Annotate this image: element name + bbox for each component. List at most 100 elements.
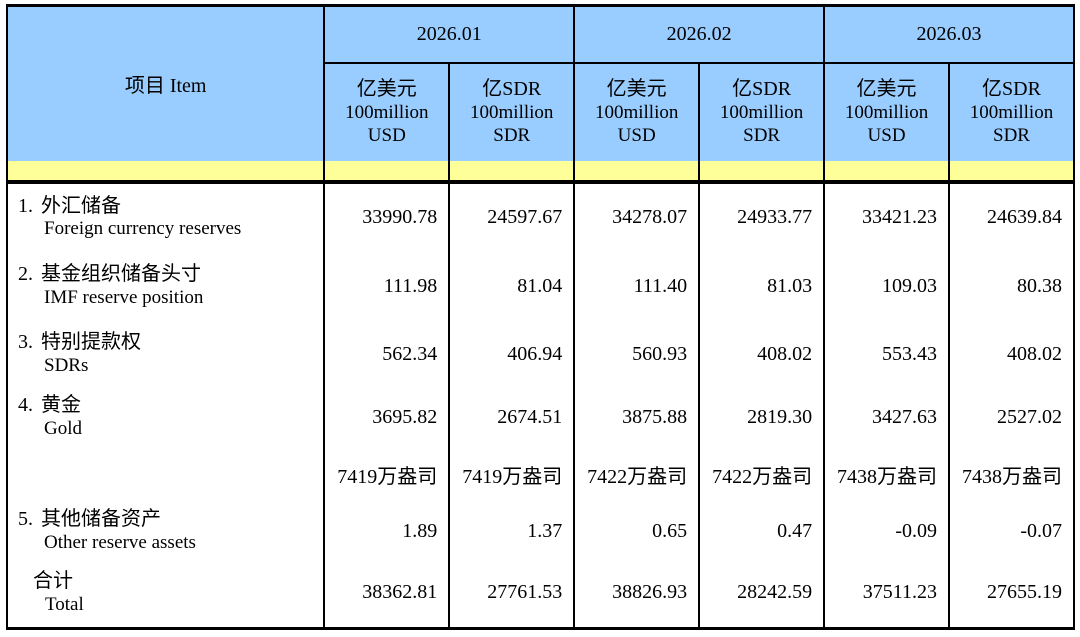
unit-code-label: SDR bbox=[993, 125, 1030, 147]
row-label-cn: 5. 其他储备资产 bbox=[18, 508, 323, 532]
value-cell: 7419万盎司 bbox=[448, 446, 576, 504]
value-cell: 7422万盎司 bbox=[573, 446, 701, 504]
value-cell: 2819.30 bbox=[698, 387, 826, 447]
row-cn-text: 合计 bbox=[33, 569, 73, 592]
official-reserve-assets-table: 项目 Item 2026.01 2026.02 2026.03 亿美元 100m… bbox=[5, 4, 1075, 630]
value-cell: -0.09 bbox=[823, 503, 951, 559]
value-cell: 111.40 bbox=[573, 251, 701, 321]
row-foreign-currency-reserves: 1. 外汇储备 Foreign currency reserves 33990.7… bbox=[5, 181, 1075, 252]
value-cell: 2674.51 bbox=[448, 387, 576, 447]
unit-cn-label: 亿美元 bbox=[356, 77, 417, 100]
row-label: 2. 基金组织储备头寸 IMF reserve position bbox=[5, 251, 326, 321]
unit-cn-label: 亿美元 bbox=[606, 77, 667, 100]
row-label-en: Foreign currency reserves bbox=[44, 218, 242, 240]
row-label-cn: 3. 特别提款权 bbox=[18, 331, 323, 355]
value-cell: 81.04 bbox=[448, 251, 576, 321]
value-cell: 7438万盎司 bbox=[823, 446, 951, 504]
row-label: 4. 黄金 Gold bbox=[5, 387, 326, 447]
row-label: 合计 Total bbox=[5, 558, 326, 629]
unit-header-sdr-mar: 亿SDR 100million SDR bbox=[948, 62, 1075, 161]
value-cell: 27655.19 bbox=[948, 558, 1075, 629]
month-header-2026-02: 2026.02 bbox=[573, 5, 826, 64]
unit-code-label: SDR bbox=[493, 125, 531, 147]
value-cell: 24597.67 bbox=[448, 181, 576, 252]
value-cell: 0.47 bbox=[698, 503, 826, 559]
row-cn-text: 特别提款权 bbox=[41, 331, 141, 354]
value-cell: 38826.93 bbox=[573, 558, 701, 629]
value-cell: 7422万盎司 bbox=[698, 446, 826, 504]
month-header-2026-03: 2026.03 bbox=[823, 5, 1075, 64]
row-number: 5. bbox=[18, 508, 33, 531]
item-column-header: 项目 Item bbox=[5, 5, 326, 161]
unit-cn-label: 亿SDR bbox=[482, 77, 542, 100]
unit-code-label: USD bbox=[867, 125, 906, 147]
value-cell: 408.02 bbox=[698, 320, 826, 388]
value-cell: 1.37 bbox=[448, 503, 576, 559]
unit-header-sdr-feb: 亿SDR 100million SDR bbox=[698, 62, 826, 161]
row-total: 合计 Total 38362.81 27761.53 38826.93 2824… bbox=[5, 558, 1075, 629]
row-label-en: Total bbox=[45, 593, 84, 615]
value-cell: 406.94 bbox=[448, 320, 576, 388]
unit-cn-label: 亿SDR bbox=[982, 77, 1041, 100]
value-cell: 408.02 bbox=[948, 320, 1075, 388]
reserves-table: 项目 Item 2026.01 2026.02 2026.03 亿美元 100m… bbox=[5, 4, 1075, 630]
unit-header-row: 亿美元 100million USD 亿SDR 100million SDR 亿… bbox=[7, 62, 1075, 161]
row-label-en: SDRs bbox=[44, 354, 89, 376]
value-cell: 37511.23 bbox=[823, 558, 951, 629]
value-cell: 24933.77 bbox=[698, 181, 826, 252]
value-cell: 1.89 bbox=[323, 503, 451, 559]
spacer-cell bbox=[698, 160, 826, 184]
value-cell: 27761.53 bbox=[448, 558, 576, 629]
row-label bbox=[5, 446, 326, 504]
row-number: 2. bbox=[18, 263, 33, 286]
value-cell: 7438万盎司 bbox=[948, 446, 1075, 504]
unit-header-usd-jan: 亿美元 100million USD bbox=[323, 62, 451, 161]
value-cell: 553.43 bbox=[823, 320, 951, 388]
month-header-2026-01: 2026.01 bbox=[323, 5, 576, 64]
row-cn-text: 其他储备资产 bbox=[41, 508, 161, 531]
value-cell: 28242.59 bbox=[698, 558, 826, 629]
value-cell: 33990.78 bbox=[323, 181, 451, 252]
unit-en-label: 100million bbox=[594, 102, 679, 124]
value-cell: 34278.07 bbox=[573, 181, 701, 252]
unit-en-label: 100million bbox=[969, 102, 1054, 124]
unit-cn-label: 亿美元 bbox=[856, 77, 917, 100]
row-label: 5. 其他储备资产 Other reserve assets bbox=[5, 503, 326, 559]
value-cell: 109.03 bbox=[823, 251, 951, 321]
month-header-row: 项目 Item 2026.01 2026.02 2026.03 bbox=[5, 5, 1075, 161]
value-cell: 3875.88 bbox=[573, 387, 701, 447]
value-cell: 7419万盎司 bbox=[323, 446, 451, 504]
row-label-cn bbox=[18, 463, 323, 487]
spacer-cell bbox=[823, 160, 951, 184]
row-label-cn: 2. 基金组织储备头寸 bbox=[18, 263, 323, 287]
unit-header-usd-mar: 亿美元 100million USD bbox=[823, 62, 951, 161]
row-label-en: Gold bbox=[44, 417, 82, 439]
row-label-cn: 1. 外汇储备 bbox=[18, 195, 323, 219]
spacer-cell bbox=[573, 160, 701, 184]
value-cell: 2527.02 bbox=[948, 387, 1075, 447]
value-cell: 33421.23 bbox=[823, 181, 951, 252]
row-label-cn: 4. 黄金 bbox=[18, 394, 323, 418]
spacer-cell bbox=[948, 160, 1075, 184]
row-label-en: Other reserve assets bbox=[44, 531, 196, 553]
row-cn-text: 黄金 bbox=[41, 394, 81, 417]
value-cell: 3695.82 bbox=[323, 387, 451, 447]
unit-code-label: SDR bbox=[743, 125, 781, 147]
unit-en-label: 100million bbox=[470, 102, 554, 124]
unit-en-label: 100million bbox=[844, 102, 929, 124]
row-number: 3. bbox=[18, 331, 33, 354]
spacer-cell bbox=[448, 160, 576, 184]
row-number: 1. bbox=[18, 194, 33, 217]
yellow-spacer-row bbox=[5, 160, 1075, 184]
value-cell: 80.38 bbox=[948, 251, 1075, 321]
value-cell: 24639.84 bbox=[948, 181, 1075, 252]
unit-code-label: USD bbox=[617, 125, 656, 147]
value-cell: 562.34 bbox=[323, 320, 451, 388]
unit-cn-label: 亿SDR bbox=[732, 77, 792, 100]
row-cn-text: 外汇储备 bbox=[41, 194, 121, 217]
row-label-cn: 合计 bbox=[18, 570, 323, 594]
spacer-cell bbox=[323, 160, 451, 184]
value-cell: 111.98 bbox=[323, 251, 451, 321]
row-imf-reserve-position: 2. 基金组织储备头寸 IMF reserve position 111.98 8… bbox=[5, 251, 1075, 321]
unit-header-usd-feb: 亿美元 100million USD bbox=[573, 62, 701, 161]
